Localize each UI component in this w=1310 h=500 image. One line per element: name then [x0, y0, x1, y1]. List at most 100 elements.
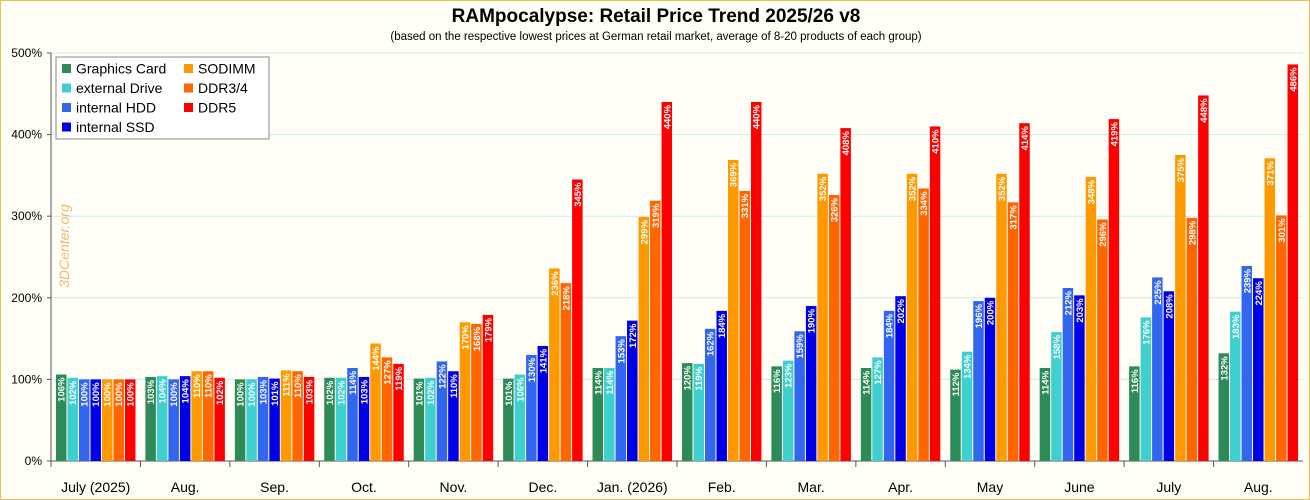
y-tick-label: 400%: [11, 128, 42, 142]
data-label: 298%: [1187, 220, 1198, 245]
data-label: 159%: [795, 334, 806, 359]
data-label: 114%: [1040, 370, 1051, 394]
bar-external-drive: [246, 379, 257, 461]
legend-swatch: [184, 103, 193, 112]
bar-internal-hdd: [78, 379, 90, 461]
data-label: 352%: [818, 176, 829, 201]
data-label: 202%: [896, 299, 907, 324]
bar-graphics-card: [681, 363, 693, 461]
bar-external-drive: [67, 377, 78, 461]
data-label: 440%: [752, 104, 763, 129]
data-label: 375%: [1176, 157, 1187, 182]
data-label: 301%: [1277, 218, 1288, 243]
y-tick-label: 100%: [11, 372, 42, 386]
data-label: 106%: [515, 377, 526, 402]
data-label: 170%: [460, 325, 471, 350]
data-label: 111%: [282, 373, 293, 397]
data-label: 110%: [449, 374, 460, 398]
bar-ddr5: [482, 314, 494, 461]
data-label: 144%: [371, 346, 382, 371]
data-label: 184%: [885, 313, 896, 338]
x-tick-label: July: [1156, 479, 1181, 495]
bar-external-drive: [156, 376, 168, 461]
data-label: 225%: [1153, 280, 1164, 305]
data-label: 184%: [717, 313, 728, 338]
bar-ddr5: [1108, 119, 1120, 461]
data-label: 101%: [414, 381, 425, 406]
bar-graphics-card: [503, 378, 514, 461]
data-label: 110%: [204, 374, 215, 398]
data-label: 102%: [215, 380, 226, 405]
data-label: 114%: [593, 370, 604, 394]
data-label: 102%: [325, 380, 336, 405]
bar-internal-ssd: [179, 376, 191, 461]
data-label: 130%: [527, 357, 538, 382]
bar-sodimm: [280, 370, 292, 461]
bar-ddr5: [661, 101, 673, 462]
data-label: 486%: [1288, 67, 1299, 92]
bar-sodimm: [996, 173, 1007, 461]
data-label: 100%: [103, 382, 114, 407]
data-label: 114%: [348, 370, 359, 394]
bar-internal-ssd: [448, 371, 459, 461]
data-label: 100%: [126, 382, 137, 407]
data-label: 119%: [394, 366, 405, 390]
bar-sodimm: [101, 379, 113, 461]
bar-graphics-card: [145, 376, 156, 461]
bar-external-drive: [782, 360, 794, 461]
data-label: 369%: [729, 162, 740, 187]
data-label: 106%: [57, 377, 68, 402]
data-label: 100%: [80, 382, 91, 407]
data-label: 114%: [862, 370, 873, 394]
data-label: 408%: [841, 131, 852, 156]
data-label: 153%: [616, 339, 627, 364]
data-label: 114%: [605, 370, 616, 394]
bar-graphics-card: [860, 367, 872, 461]
bar-ddr3-4: [918, 188, 929, 461]
legend-swatch: [62, 83, 71, 93]
bar-internal-hdd: [615, 336, 627, 461]
bar-internal-ssd: [716, 310, 727, 461]
data-label: 334%: [919, 191, 930, 216]
bar-internal-hdd: [794, 331, 805, 461]
x-tick-label: Oct.: [351, 479, 377, 495]
bar-ddr5: [840, 128, 851, 461]
bar-external-drive: [1140, 317, 1152, 461]
bar-ddr5: [1019, 123, 1030, 462]
data-label: 119%: [694, 366, 705, 390]
data-label: 190%: [807, 308, 818, 333]
bar-ddr5: [1198, 95, 1209, 461]
x-tick-label: Dec.: [528, 479, 557, 495]
bar-sodimm: [638, 217, 650, 461]
bar-ddr3-4: [828, 194, 840, 461]
bar-external-drive: [1051, 332, 1062, 461]
legend-label: external Drive: [76, 80, 163, 96]
legend-label: internal HDD: [76, 100, 156, 116]
bar-external-drive: [872, 357, 883, 461]
data-label: 104%: [181, 379, 192, 404]
data-label: 440%: [662, 104, 673, 129]
data-label: 319%: [651, 203, 662, 228]
data-label: 448%: [1199, 98, 1210, 123]
bar-internal-ssd: [805, 305, 817, 461]
x-tick-label: Jan. (2026): [597, 479, 668, 495]
bar-internal-hdd: [1152, 277, 1163, 461]
bar-graphics-card: [55, 374, 67, 461]
data-label: 110%: [192, 374, 203, 398]
data-label: 317%: [1009, 205, 1020, 230]
bar-ddr5: [1287, 64, 1299, 461]
bar-ddr3-4: [739, 190, 750, 462]
data-label: 419%: [1109, 122, 1120, 147]
data-label: 134%: [963, 354, 974, 379]
legend-label: Graphics Card: [76, 61, 166, 77]
bar-ddr3-4: [1097, 219, 1108, 461]
chart-title: RAMpocalypse: Retail Price Trend 2025/26…: [451, 6, 861, 27]
data-label: 176%: [1141, 320, 1152, 345]
bar-internal-ssd: [1074, 295, 1085, 461]
legend-box: [55, 56, 270, 140]
data-label: 183%: [1231, 314, 1242, 339]
data-label: 103%: [259, 379, 270, 404]
data-label: 371%: [1265, 161, 1276, 186]
